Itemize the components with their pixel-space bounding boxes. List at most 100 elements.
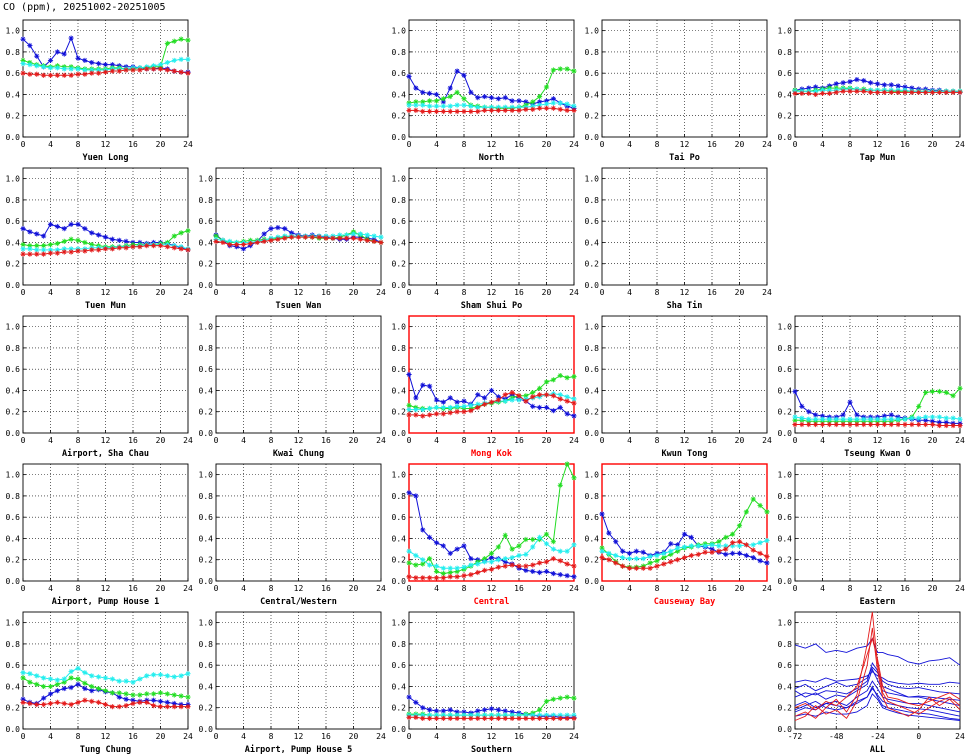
- data-point: [861, 78, 867, 84]
- data-point: [929, 421, 936, 428]
- x-tick-label: 8: [76, 288, 81, 297]
- data-point: [185, 694, 191, 700]
- data-point: [413, 407, 419, 413]
- panel-title: Tuen Mun: [85, 301, 126, 311]
- data-point: [440, 404, 446, 411]
- y-tick-label: 0.8: [199, 492, 214, 501]
- y-tick-label: 0.0: [392, 577, 407, 586]
- data-point: [543, 531, 550, 537]
- data-point: [502, 532, 508, 538]
- panel-title: Southern: [471, 745, 512, 755]
- data-point: [89, 688, 95, 694]
- x-tick-label: 20: [542, 436, 552, 445]
- data-point: [427, 712, 433, 718]
- data-point: [413, 85, 419, 91]
- panel-title: ALL: [870, 745, 885, 755]
- data-point: [109, 62, 115, 68]
- data-point: [420, 575, 426, 581]
- data-point: [440, 565, 446, 571]
- y-tick-label: 0.6: [392, 513, 407, 522]
- y-tick-label: 0.8: [585, 48, 600, 57]
- data-point: [543, 392, 550, 398]
- data-point: [102, 234, 109, 240]
- x-tick-label: 0: [21, 584, 26, 593]
- x-tick-label: 16: [707, 288, 717, 297]
- y-tick-label: 0.0: [392, 429, 407, 438]
- data-point: [27, 251, 33, 257]
- data-point: [157, 66, 164, 72]
- data-point: [557, 572, 563, 578]
- x-tick-label: 24: [955, 732, 965, 741]
- y-tick-label: 0.2: [585, 408, 600, 417]
- y-tick-label: 0.4: [778, 386, 793, 395]
- data-point: [550, 96, 556, 102]
- y-tick-label: 0.6: [6, 513, 21, 522]
- x-tick-label: 12: [101, 584, 111, 593]
- data-point: [475, 95, 481, 101]
- data-point: [61, 66, 67, 72]
- y-tick-label: 1.0: [585, 471, 600, 480]
- data-point: [144, 691, 150, 697]
- data-point: [502, 712, 508, 718]
- x-tick-label: 4: [820, 436, 825, 445]
- data-point: [626, 550, 633, 556]
- data-point: [461, 409, 467, 415]
- x-tick-label: 8: [462, 584, 467, 593]
- data-point: [20, 675, 26, 681]
- y-tick-label: 1.0: [778, 619, 793, 628]
- data-point: [488, 555, 495, 561]
- panel-title: Tung Chung: [80, 745, 131, 755]
- y-tick-label: 0.6: [6, 217, 21, 226]
- data-point: [20, 251, 26, 257]
- x-tick-label: 4: [434, 436, 439, 445]
- data-point: [137, 692, 143, 698]
- data-point: [943, 389, 949, 396]
- data-point: [543, 101, 550, 107]
- data-point: [68, 684, 74, 691]
- data-point: [806, 90, 812, 96]
- data-point: [144, 66, 150, 72]
- data-point: [640, 556, 646, 562]
- panel-yuen-long: 0 4 8 12 16 20 24 0.0 0.2 0.4 0.6 0.8 1.0 Yuen Long: [6, 19, 193, 163]
- data-point: [116, 694, 122, 700]
- data-point: [82, 670, 88, 676]
- data-point: [661, 561, 667, 567]
- data-point: [516, 543, 522, 549]
- data-point: [151, 66, 157, 72]
- data-point: [881, 416, 887, 422]
- y-tick-label: 1.0: [778, 471, 793, 480]
- data-point: [157, 704, 164, 710]
- data-point: [151, 697, 157, 703]
- data-point: [564, 375, 570, 381]
- x-tick-label: 0: [600, 436, 605, 445]
- data-point: [640, 549, 646, 555]
- data-point: [854, 416, 860, 422]
- x-tick-label: 0: [600, 288, 605, 297]
- data-point: [743, 542, 749, 548]
- panel-title: Airport, Pump House 1: [52, 596, 159, 607]
- data-point: [102, 69, 109, 75]
- data-point: [68, 236, 74, 242]
- data-point: [847, 416, 853, 422]
- data-point: [164, 673, 170, 679]
- data-point: [240, 246, 247, 252]
- data-point: [454, 568, 460, 575]
- data-point: [82, 57, 88, 64]
- y-tick-label: 0.8: [6, 492, 21, 501]
- data-point: [488, 706, 495, 712]
- data-point: [909, 89, 915, 95]
- data-point: [82, 680, 88, 686]
- data-point: [454, 399, 460, 405]
- data-point: [537, 712, 543, 718]
- data-point: [895, 416, 901, 422]
- all-series-line: [794, 636, 961, 711]
- data-point: [502, 104, 508, 110]
- data-point: [34, 673, 40, 679]
- data-point: [537, 93, 543, 100]
- data-point: [736, 550, 743, 556]
- data-point: [495, 394, 501, 400]
- data-point: [68, 701, 74, 708]
- y-tick-label: 0.0: [778, 725, 793, 734]
- data-point: [840, 80, 846, 86]
- y-tick-label: 0.4: [6, 682, 21, 691]
